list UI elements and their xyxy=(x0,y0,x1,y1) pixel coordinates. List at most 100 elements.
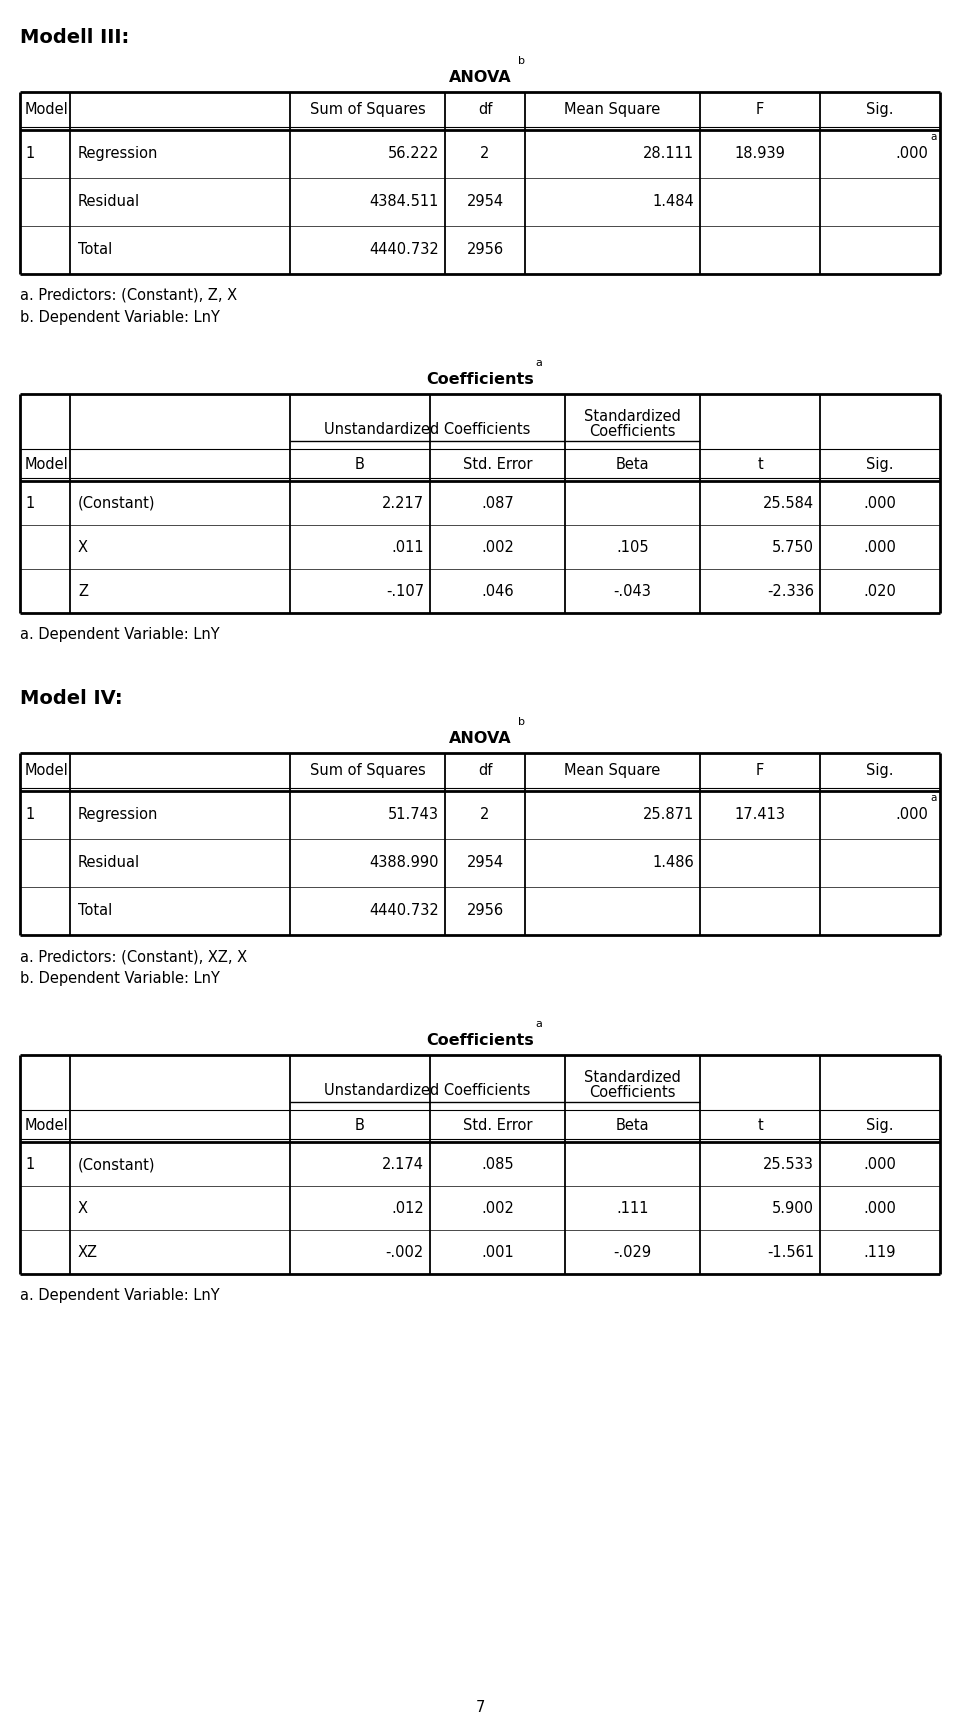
Text: -.107: -.107 xyxy=(386,585,424,599)
Text: Total: Total xyxy=(78,903,112,918)
Text: Mean Square: Mean Square xyxy=(564,764,660,777)
Text: (Constant): (Constant) xyxy=(78,1158,156,1171)
Text: 25.871: 25.871 xyxy=(643,807,694,822)
Text: XZ: XZ xyxy=(78,1245,98,1261)
Text: 56.222: 56.222 xyxy=(388,146,439,162)
Text: 2956: 2956 xyxy=(467,903,504,918)
Text: Model: Model xyxy=(25,101,69,117)
Text: Total: Total xyxy=(78,243,112,256)
Text: 1: 1 xyxy=(25,146,35,162)
Text: 2954: 2954 xyxy=(467,194,504,210)
Text: -.043: -.043 xyxy=(613,585,652,599)
Text: Standardized: Standardized xyxy=(584,1070,681,1085)
Text: 5.750: 5.750 xyxy=(772,540,814,556)
Text: t: t xyxy=(757,458,763,471)
Text: 17.413: 17.413 xyxy=(734,807,785,822)
Text: B: B xyxy=(355,458,365,471)
Text: a: a xyxy=(930,793,936,803)
Text: Sig.: Sig. xyxy=(866,101,894,117)
Text: 25.533: 25.533 xyxy=(763,1158,814,1171)
Text: X: X xyxy=(78,1201,88,1216)
Text: ANOVA: ANOVA xyxy=(448,731,512,746)
Text: Mean Square: Mean Square xyxy=(564,101,660,117)
Text: 1: 1 xyxy=(25,1158,35,1171)
Text: t: t xyxy=(757,1118,763,1133)
Text: X: X xyxy=(78,540,88,556)
Text: 4440.732: 4440.732 xyxy=(370,903,439,918)
Text: 28.111: 28.111 xyxy=(643,146,694,162)
Text: 4440.732: 4440.732 xyxy=(370,243,439,256)
Text: Sig.: Sig. xyxy=(866,1118,894,1133)
Text: a. Dependent Variable: LnY: a. Dependent Variable: LnY xyxy=(20,628,220,642)
Text: Coefficients: Coefficients xyxy=(426,1034,534,1047)
Text: Z: Z xyxy=(78,585,88,599)
Text: .012: .012 xyxy=(392,1201,424,1216)
Text: .105: .105 xyxy=(616,540,649,556)
Text: Sig.: Sig. xyxy=(866,458,894,471)
Text: F: F xyxy=(756,101,764,117)
Text: 2.217: 2.217 xyxy=(382,495,424,511)
Text: .000: .000 xyxy=(895,807,928,822)
Text: 2.174: 2.174 xyxy=(382,1158,424,1171)
Text: Residual: Residual xyxy=(78,855,140,870)
Text: a. Dependent Variable: LnY: a. Dependent Variable: LnY xyxy=(20,1288,220,1304)
Text: .000: .000 xyxy=(864,540,897,556)
Text: a: a xyxy=(930,132,936,143)
Text: Standardized: Standardized xyxy=(584,409,681,425)
Text: 1: 1 xyxy=(25,495,35,511)
Text: Coefficients: Coefficients xyxy=(589,425,676,439)
Text: 2956: 2956 xyxy=(467,243,504,256)
Text: b. Dependent Variable: LnY: b. Dependent Variable: LnY xyxy=(20,310,220,325)
Text: Modell III:: Modell III: xyxy=(20,28,130,46)
Text: 4388.990: 4388.990 xyxy=(370,855,439,870)
Text: Beta: Beta xyxy=(615,1118,649,1133)
Text: 18.939: 18.939 xyxy=(734,146,785,162)
Text: -.029: -.029 xyxy=(613,1245,652,1261)
Text: Unstandardized Coefficients: Unstandardized Coefficients xyxy=(324,421,531,437)
Text: Residual: Residual xyxy=(78,194,140,210)
Text: .046: .046 xyxy=(481,585,514,599)
Text: 5.900: 5.900 xyxy=(772,1201,814,1216)
Text: 2: 2 xyxy=(480,807,490,822)
Text: .011: .011 xyxy=(392,540,424,556)
Text: df: df xyxy=(478,764,492,777)
Text: Regression: Regression xyxy=(78,807,158,822)
Text: .000: .000 xyxy=(864,1201,897,1216)
Text: 7: 7 xyxy=(475,1699,485,1715)
Text: Sum of Squares: Sum of Squares xyxy=(310,764,425,777)
Text: Model: Model xyxy=(25,764,69,777)
Text: .020: .020 xyxy=(864,585,897,599)
Text: Model: Model xyxy=(25,1118,69,1133)
Text: .002: .002 xyxy=(481,540,514,556)
Text: Std. Error: Std. Error xyxy=(463,458,532,471)
Text: .000: .000 xyxy=(864,1158,897,1171)
Text: .087: .087 xyxy=(481,495,514,511)
Text: 1.486: 1.486 xyxy=(652,855,694,870)
Text: 51.743: 51.743 xyxy=(388,807,439,822)
Text: df: df xyxy=(478,101,492,117)
Text: b: b xyxy=(518,717,525,728)
Text: a: a xyxy=(535,1018,541,1029)
Text: Coefficients: Coefficients xyxy=(426,372,534,387)
Text: -2.336: -2.336 xyxy=(767,585,814,599)
Text: b: b xyxy=(518,57,525,65)
Text: a. Predictors: (Constant), Z, X: a. Predictors: (Constant), Z, X xyxy=(20,287,237,303)
Text: 4384.511: 4384.511 xyxy=(370,194,439,210)
Text: 1: 1 xyxy=(25,807,35,822)
Text: a. Predictors: (Constant), XZ, X: a. Predictors: (Constant), XZ, X xyxy=(20,949,247,963)
Text: b. Dependent Variable: LnY: b. Dependent Variable: LnY xyxy=(20,972,220,986)
Text: Regression: Regression xyxy=(78,146,158,162)
Text: .085: .085 xyxy=(481,1158,514,1171)
Text: Unstandardized Coefficients: Unstandardized Coefficients xyxy=(324,1084,531,1097)
Text: Beta: Beta xyxy=(615,458,649,471)
Text: 25.584: 25.584 xyxy=(763,495,814,511)
Text: F: F xyxy=(756,764,764,777)
Text: Sum of Squares: Sum of Squares xyxy=(310,101,425,117)
Text: .119: .119 xyxy=(864,1245,897,1261)
Text: 2: 2 xyxy=(480,146,490,162)
Text: Std. Error: Std. Error xyxy=(463,1118,532,1133)
Text: a: a xyxy=(535,358,541,368)
Text: -.002: -.002 xyxy=(386,1245,424,1261)
Text: (Constant): (Constant) xyxy=(78,495,156,511)
Text: Sig.: Sig. xyxy=(866,764,894,777)
